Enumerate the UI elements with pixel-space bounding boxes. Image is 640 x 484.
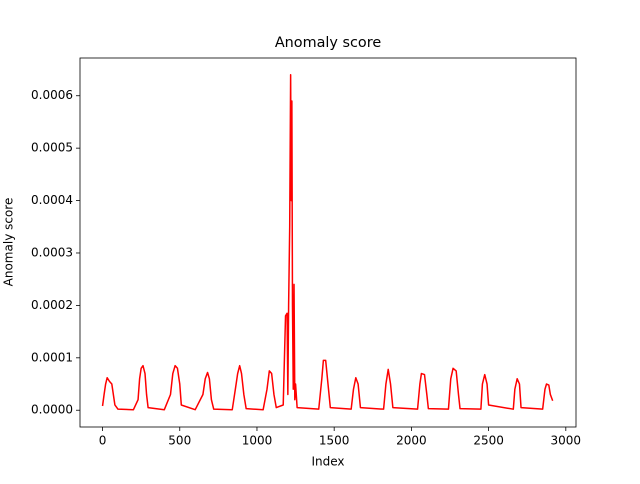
x-tick-label: 0 <box>99 434 107 448</box>
x-tick-label: 1500 <box>319 434 350 448</box>
y-tick-label: 0.0000 <box>31 403 73 417</box>
x-tick-label: 1000 <box>242 434 273 448</box>
y-tick-label: 0.0003 <box>31 245 73 259</box>
y-axis-label: Anomaly score <box>2 198 16 287</box>
y-tick-label: 0.0006 <box>31 88 73 102</box>
x-axis-label: Index <box>311 455 344 469</box>
x-tick-label: 2000 <box>396 434 427 448</box>
y-tick-label: 0.0005 <box>31 141 73 155</box>
plot-frame <box>79 57 577 428</box>
y-tick-label: 0.0002 <box>31 298 73 312</box>
x-tick-label: 2500 <box>473 434 504 448</box>
y-tick-label: 0.0001 <box>31 350 73 364</box>
x-tick-label: 3000 <box>551 434 582 448</box>
y-tick-label: 0.0004 <box>31 193 73 207</box>
chart-title: Anomaly score <box>275 35 382 51</box>
data-line <box>101 74 554 411</box>
x-tick-label: 500 <box>168 434 191 448</box>
